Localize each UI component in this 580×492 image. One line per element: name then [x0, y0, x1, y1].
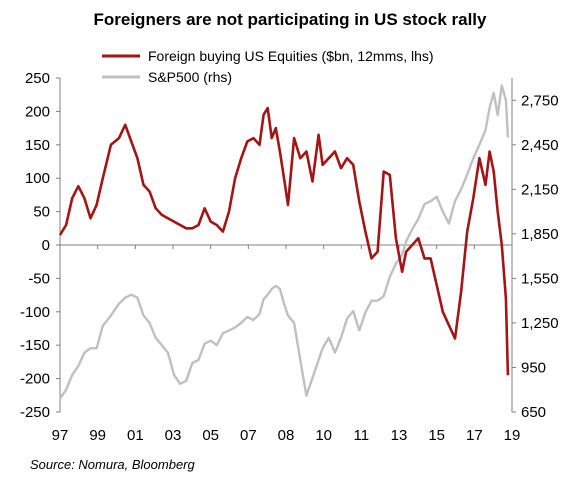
right-tick-label: 2,150 [521, 181, 559, 198]
left-tick-label: 250 [25, 70, 50, 87]
legend: Foreign buying US Equities ($bn, 12mms, … [102, 48, 434, 85]
left-tick-label: -100 [20, 304, 50, 321]
series-line-foreign-buying [58, 106, 510, 376]
x-tick-label: 07 [240, 427, 257, 444]
x-tick-label: 97 [52, 427, 69, 444]
left-tick-label: 200 [25, 103, 50, 120]
left-tick-label: -50 [28, 270, 50, 287]
x-tick-label: 03 [165, 427, 182, 444]
right-tick-label: 1,250 [521, 315, 559, 332]
left-tick-label: 150 [25, 137, 50, 154]
x-tick-label: 01 [127, 427, 144, 444]
right-tick-label: 950 [521, 359, 546, 376]
x-tick-label: 10 [315, 427, 332, 444]
legend-label-foreign: Foreign buying US Equities ($bn, 12mms, … [148, 48, 434, 64]
left-tick-label: -200 [20, 371, 50, 388]
left-tick-label: -250 [20, 404, 50, 421]
source-note: Source: Nomura, Bloomberg [30, 457, 195, 472]
right-tick-label: 1,550 [521, 270, 559, 287]
left-tick-label: 50 [33, 204, 50, 221]
x-tick-label: 13 [391, 427, 408, 444]
x-tick-label: 17 [466, 427, 483, 444]
left-tick-label: 100 [25, 170, 50, 187]
right-tick-label: 2,750 [521, 92, 559, 109]
left-tick-label: 0 [42, 237, 50, 254]
left-tick-label: -150 [20, 337, 50, 354]
x-tick-label: 05 [202, 427, 219, 444]
x-tick-label: 08 [278, 427, 295, 444]
x-tick-label: 19 [504, 427, 521, 444]
right-tick-label: 1,850 [521, 226, 559, 243]
x-tick-label: 15 [428, 427, 445, 444]
series-layer [58, 84, 510, 400]
series-line-sp500 [59, 84, 510, 400]
right-tick-label: 650 [521, 404, 546, 421]
chart-title: Foreigners are not participating in US s… [93, 10, 487, 29]
axes: 250 200 150 100 50 0 -50 -100 -150 -200 -250 2,750 2… [20, 70, 559, 444]
x-tick-label: 99 [89, 427, 106, 444]
legend-label-sp500: S&P500 (rhs) [148, 69, 232, 85]
right-tick-label: 2,450 [521, 137, 559, 154]
x-tick-label: 11 [354, 427, 370, 444]
